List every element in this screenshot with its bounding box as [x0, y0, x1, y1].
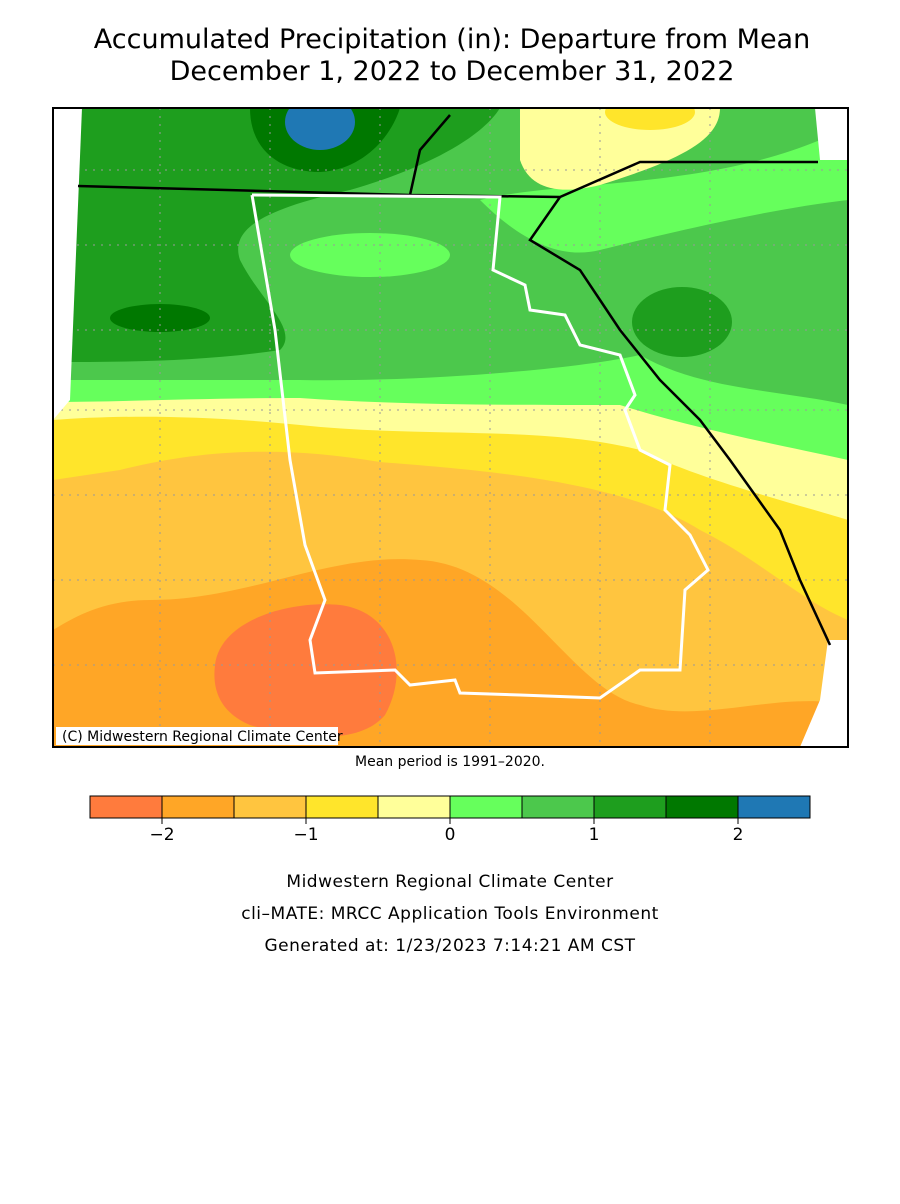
- map-band: [605, 108, 695, 130]
- subtitle: December 1, 2022 to December 31, 2022: [170, 56, 735, 87]
- legend-swatch: [521, 795, 595, 819]
- legend-tick-label: −2: [149, 825, 174, 845]
- legend-swatch: [89, 795, 163, 819]
- state-border: [250, 193, 710, 700]
- footer-line: Midwestern Regional Climate Center: [286, 872, 613, 892]
- credit: (C) Midwestern Regional Climate Center: [62, 729, 343, 745]
- legend-swatch: [737, 795, 811, 819]
- legend-swatch: [449, 795, 523, 819]
- outside: [53, 108, 82, 420]
- outside: [800, 640, 848, 747]
- legend-swatch: [593, 795, 667, 819]
- legend: −2 −1 0 1 2: [89, 795, 811, 845]
- footer-line: cli–MATE: MRCC Application Tools Environ…: [241, 904, 659, 924]
- note: Mean period is 1991–2020.: [355, 754, 545, 770]
- map-band: [53, 108, 500, 362]
- legend-swatch: [377, 795, 451, 819]
- legend-tick-label: 2: [733, 825, 744, 845]
- map-band: [520, 108, 720, 190]
- outside: [815, 108, 848, 160]
- legend-swatch: [161, 795, 235, 819]
- map-band: [214, 604, 397, 737]
- legend-swatch: [305, 795, 379, 819]
- map-frame: [52, 107, 849, 748]
- border-line: [77, 114, 832, 646]
- map-band: [285, 108, 355, 150]
- legend-swatch: [665, 795, 739, 819]
- footer-line: Generated at: 1/23/2023 7:14:21 AM CST: [264, 936, 635, 956]
- map-band: [480, 140, 848, 253]
- legend-swatch: [233, 795, 307, 819]
- map-band: [632, 287, 732, 357]
- legend-tick-label: 1: [589, 825, 600, 845]
- legend-tick-label: 0: [445, 825, 456, 845]
- credit-box: [56, 727, 338, 745]
- map-band: [290, 233, 450, 277]
- title: Accumulated Precipitation (in): Departur…: [94, 24, 810, 55]
- legend-tick-label: −1: [293, 825, 318, 845]
- map: (C) Midwestern Regional Climate Center: [53, 108, 848, 747]
